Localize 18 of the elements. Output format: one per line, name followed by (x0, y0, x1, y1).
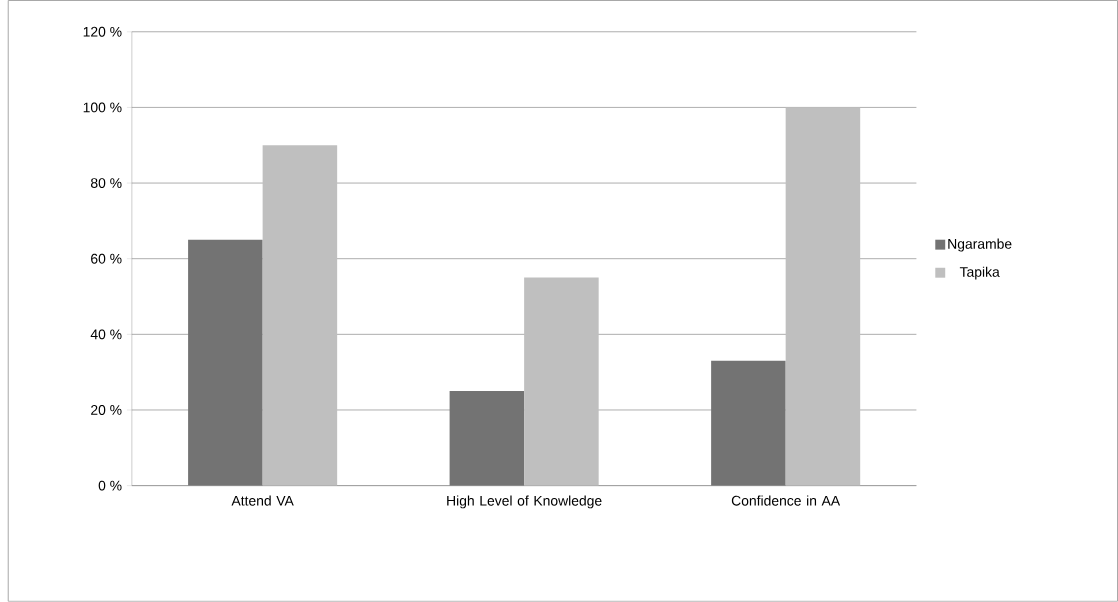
bar (711, 360, 786, 486)
y-tick-label: 0 % (98, 480, 122, 491)
bar (524, 277, 599, 486)
y-tick-label: 60 % (91, 253, 122, 264)
bar (449, 391, 525, 486)
x-tick-label: Confidence in AA (731, 495, 841, 506)
legend-label: Ngarambe (948, 238, 1012, 252)
y-tick-label: 100 % (83, 102, 122, 113)
legend-label: Tapika (959, 266, 1000, 280)
x-tick-label: Attend VA (231, 495, 294, 506)
bar (188, 239, 263, 486)
x-tick-label: High Level of Knowledge (447, 495, 602, 509)
bar (785, 107, 861, 486)
y-tick-label: 40 % (90, 329, 122, 340)
bar (262, 145, 338, 486)
y-tick-label: 80 % (90, 178, 122, 189)
y-tick-label: 20 % (91, 405, 122, 415)
y-tick-label: 120 % (83, 26, 122, 37)
